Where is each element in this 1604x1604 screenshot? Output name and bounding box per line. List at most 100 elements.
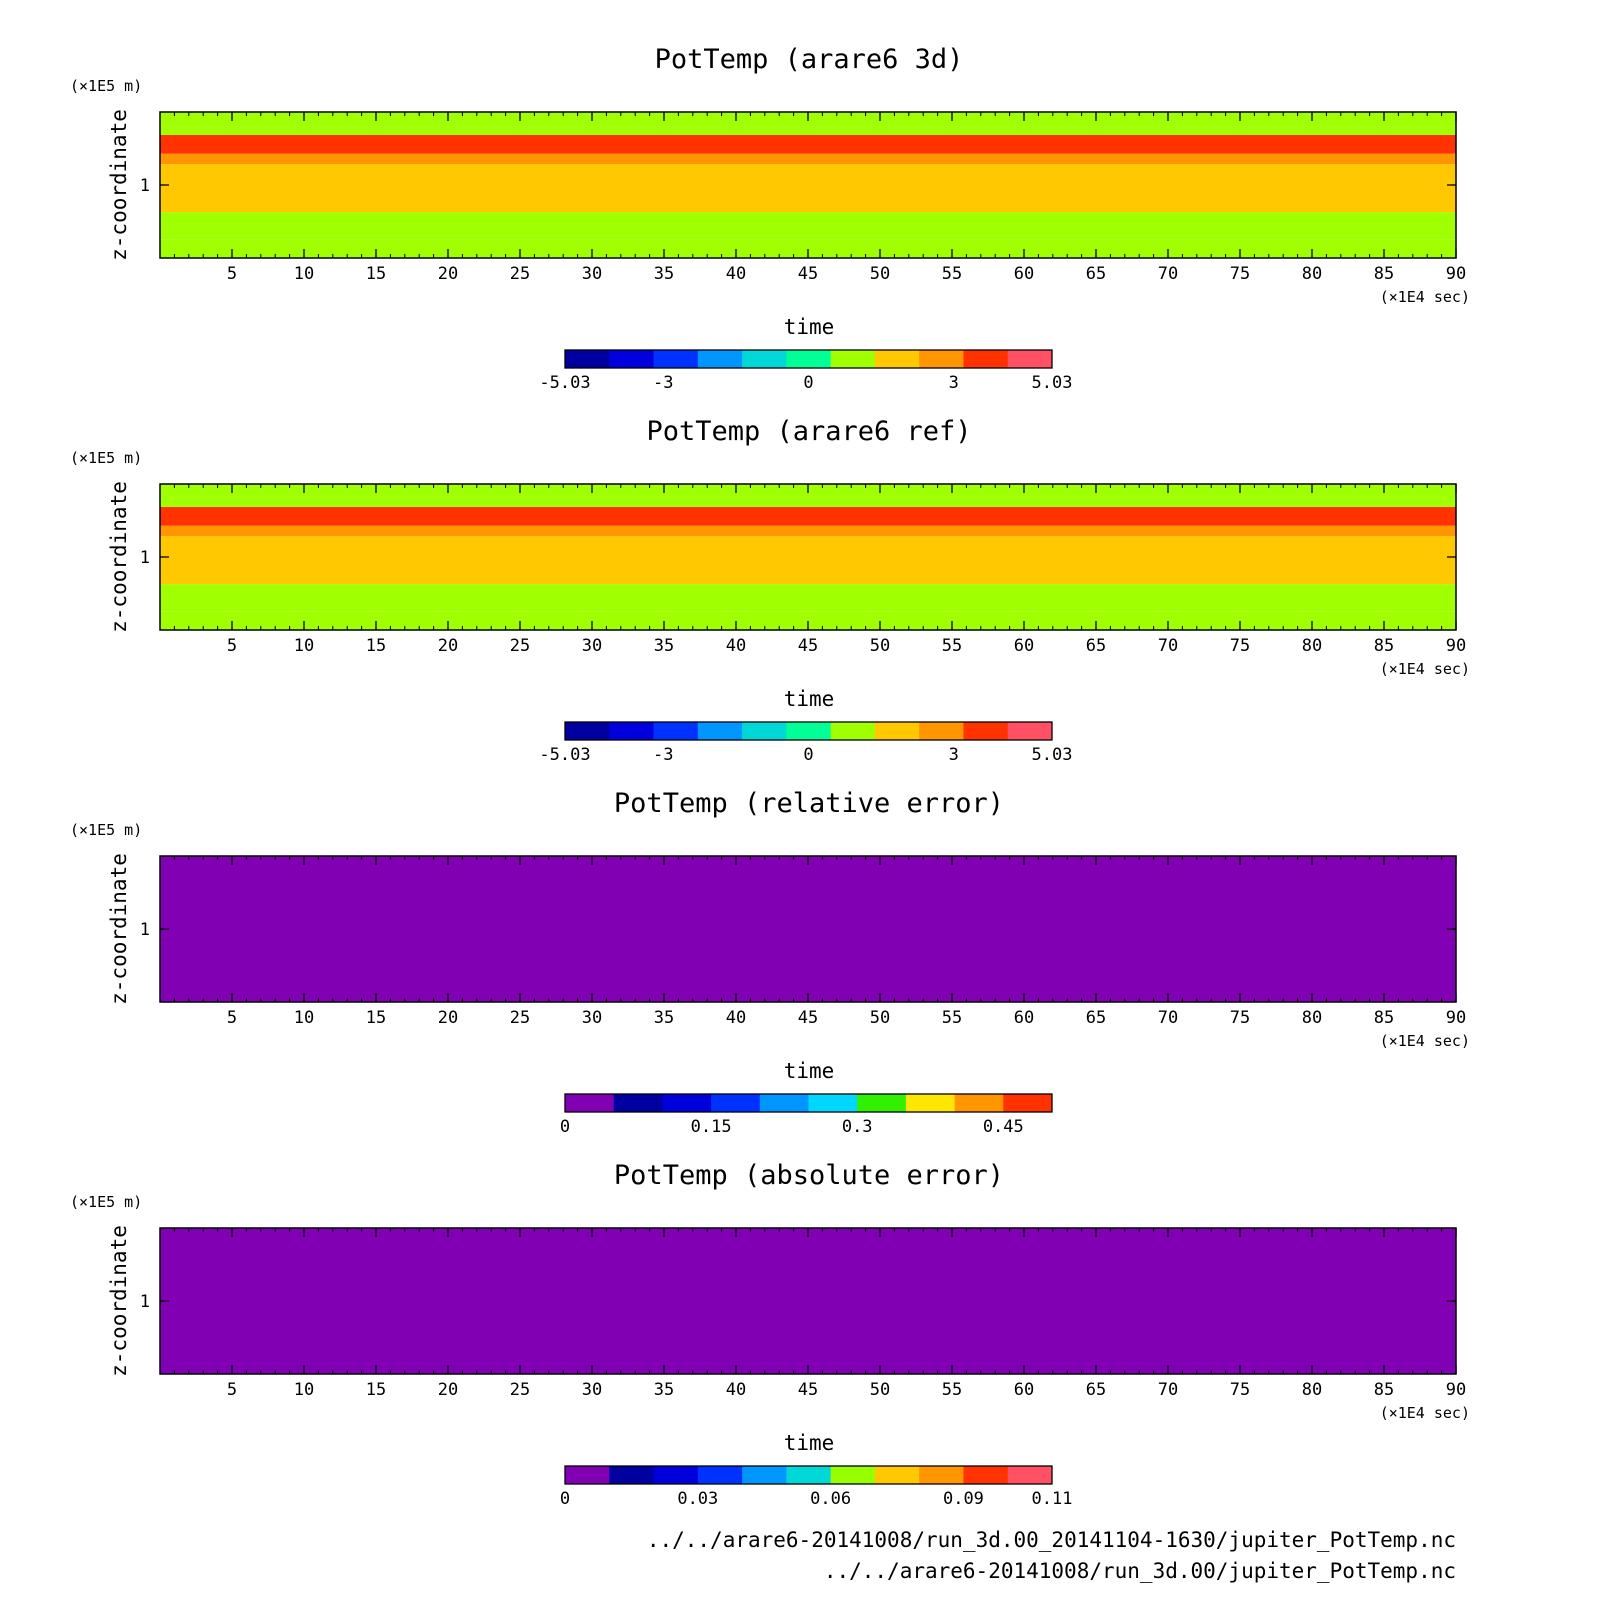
colorbar-tick-label: 0 bbox=[560, 1117, 570, 1137]
x-tick-label: 20 bbox=[438, 1380, 458, 1400]
x-tick-label: 25 bbox=[510, 1008, 530, 1028]
x-tick-label: 15 bbox=[366, 264, 386, 284]
x-tick-label: 40 bbox=[726, 264, 746, 284]
colorbar-tick-label: 0.09 bbox=[943, 1489, 984, 1509]
colorbar-swatch bbox=[653, 350, 699, 368]
x-tick-label: 15 bbox=[366, 1008, 386, 1028]
colorbar-tick-label: 5.03 bbox=[1032, 745, 1073, 765]
field-band bbox=[160, 164, 1456, 213]
colorbar-swatch bbox=[919, 1466, 964, 1484]
chart-title: PotTemp (relative error) bbox=[614, 788, 1004, 819]
x-tick-label: 55 bbox=[942, 636, 962, 656]
colorbar-swatch bbox=[653, 722, 699, 740]
field-band bbox=[160, 506, 1456, 526]
x-axis-label: time bbox=[784, 1431, 835, 1455]
field-band bbox=[160, 1228, 1456, 1374]
colorbar-frame bbox=[564, 1465, 1053, 1485]
field-band bbox=[160, 239, 1456, 258]
x-tick-label: 40 bbox=[726, 636, 746, 656]
colorbar-tick-label: 0 bbox=[803, 745, 813, 765]
x-tick-label: 15 bbox=[366, 636, 386, 656]
x-tick-label: 65 bbox=[1086, 1008, 1106, 1028]
colorbar-swatch bbox=[1003, 1094, 1053, 1112]
x-tick-label: 25 bbox=[510, 264, 530, 284]
colorbar-tick-label: 0.06 bbox=[810, 1489, 851, 1509]
x-tick-label: 55 bbox=[942, 1008, 962, 1028]
colorbar-tick-label: 0.11 bbox=[1032, 1489, 1073, 1509]
colorbar-swatch bbox=[963, 1466, 1009, 1484]
colorbar-swatch bbox=[609, 722, 655, 740]
x-tick-label: 35 bbox=[654, 1008, 674, 1028]
y-axis-label: z-coordinate bbox=[107, 853, 131, 1005]
colorbar-swatch bbox=[759, 1094, 809, 1112]
colorbar-swatch bbox=[786, 350, 832, 368]
x-tick-label: 30 bbox=[582, 1380, 602, 1400]
colorbar-frame bbox=[564, 1093, 1053, 1113]
x-tick-label: 45 bbox=[798, 636, 818, 656]
x-tick-label: 5 bbox=[227, 1380, 237, 1400]
field-band bbox=[160, 584, 1456, 612]
colorbar-swatch bbox=[919, 722, 964, 740]
x-tick-label: 10 bbox=[294, 636, 314, 656]
x-tick-label: 50 bbox=[870, 636, 890, 656]
colorbar-swatch bbox=[786, 722, 832, 740]
colorbar: -5.03 -3 0 3 5.03 bbox=[539, 721, 1073, 765]
x-tick-label: 25 bbox=[510, 1380, 530, 1400]
field-band bbox=[160, 498, 1456, 507]
colorbar-swatch bbox=[874, 350, 920, 368]
colorbar-swatch bbox=[954, 1094, 1004, 1112]
chart-title: PotTemp (arare6 3d) bbox=[655, 44, 964, 75]
colorbar-swatch bbox=[697, 1466, 743, 1484]
x-tick-label: 35 bbox=[654, 264, 674, 284]
x-tick-label: 40 bbox=[726, 1008, 746, 1028]
x-tick-label: 45 bbox=[798, 1008, 818, 1028]
x-tick-label: 15 bbox=[366, 1380, 386, 1400]
x-tick-label: 45 bbox=[798, 264, 818, 284]
panel-1: PotTemp (arare6 3d) (×1E5 m) z-coordinate 5… bbox=[70, 44, 1470, 393]
x-unit-label: (×1E4 sec) bbox=[1380, 660, 1470, 678]
x-tick-label: 65 bbox=[1086, 264, 1106, 284]
x-tick-label: 5 bbox=[227, 1008, 237, 1028]
x-unit-label: (×1E4 sec) bbox=[1380, 1404, 1470, 1422]
x-tick-label: 45 bbox=[798, 1380, 818, 1400]
x-tick-label: 40 bbox=[726, 1380, 746, 1400]
colorbar-swatch bbox=[919, 350, 964, 368]
x-tick-label: 70 bbox=[1158, 1380, 1178, 1400]
chart-title: PotTemp (absolute error) bbox=[614, 1160, 1004, 1191]
x-tick-label: 25 bbox=[510, 636, 530, 656]
colorbar-swatch bbox=[653, 1466, 699, 1484]
x-unit-label: (×1E4 sec) bbox=[1380, 1032, 1470, 1050]
y-unit-label: (×1E5 m) bbox=[70, 821, 142, 839]
x-tick-label: 85 bbox=[1374, 636, 1394, 656]
chart-title: PotTemp (arare6 ref) bbox=[646, 416, 971, 447]
y-tick-label: 1 bbox=[140, 176, 150, 196]
colorbar-swatch bbox=[1007, 1466, 1053, 1484]
x-tick-label: 20 bbox=[438, 1008, 458, 1028]
x-tick-label: 65 bbox=[1086, 1380, 1106, 1400]
x-tick-label: 90 bbox=[1446, 636, 1466, 656]
x-tick-label: 5 bbox=[227, 636, 237, 656]
y-tick-label: 1 bbox=[140, 548, 150, 568]
x-tick-label: 85 bbox=[1374, 264, 1394, 284]
colorbar-swatch bbox=[613, 1094, 663, 1112]
colorbar-swatch bbox=[609, 1466, 655, 1484]
colorbar-swatch bbox=[830, 1466, 876, 1484]
colorbar-swatch bbox=[742, 350, 787, 368]
y-axis-label: z-coordinate bbox=[107, 481, 131, 633]
y-unit-label: (×1E5 m) bbox=[70, 77, 142, 95]
field-band bbox=[160, 126, 1456, 135]
x-tick-label: 35 bbox=[654, 636, 674, 656]
colorbar-tick-label: 0.15 bbox=[691, 1117, 732, 1137]
field-band bbox=[160, 856, 1456, 1002]
colorbar-swatch bbox=[697, 350, 743, 368]
x-tick-label: 65 bbox=[1086, 636, 1106, 656]
colorbar-swatch bbox=[742, 1466, 787, 1484]
field-band bbox=[160, 212, 1456, 240]
x-tick-label: 90 bbox=[1446, 1008, 1466, 1028]
x-tick-label: 10 bbox=[294, 264, 314, 284]
x-tick-label: 75 bbox=[1230, 1008, 1250, 1028]
field-band bbox=[160, 525, 1456, 537]
colorbar-tick-label: -3 bbox=[653, 745, 673, 765]
colorbar-swatch bbox=[609, 350, 655, 368]
